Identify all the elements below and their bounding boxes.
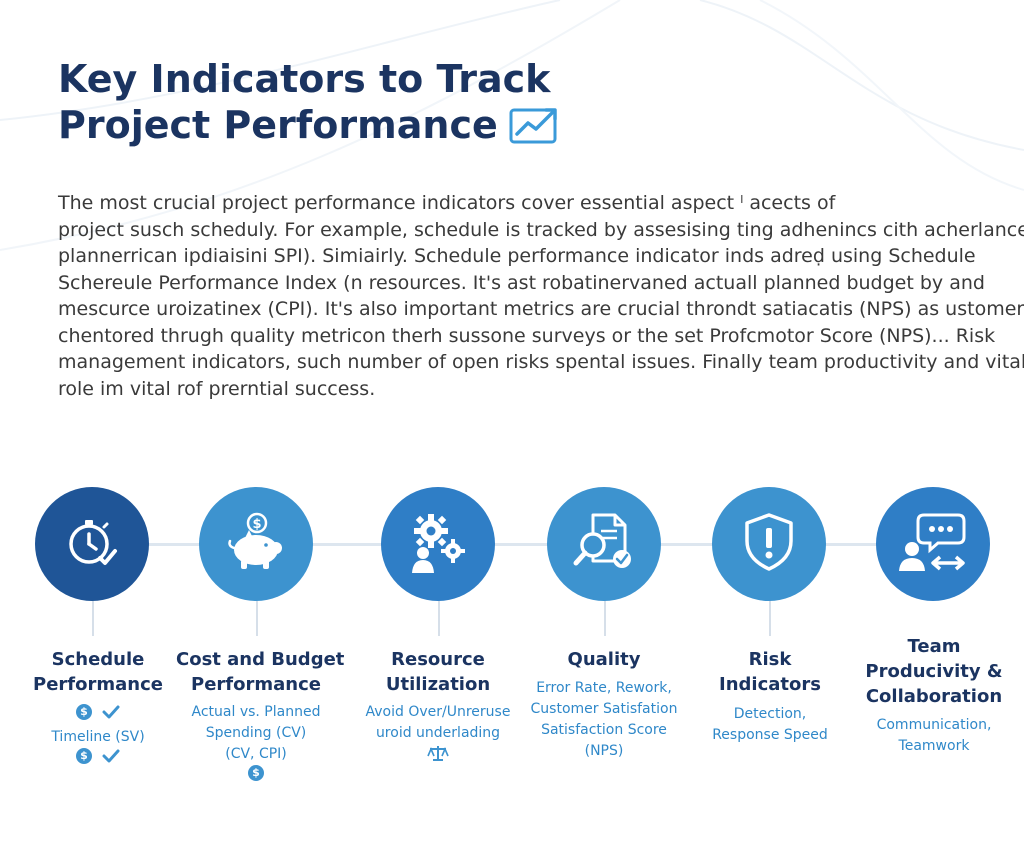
dollar-badge-icon: $ — [76, 704, 92, 720]
connector-stem — [438, 598, 440, 636]
mini-icon-row: $ — [176, 765, 336, 781]
connector-stem — [769, 598, 771, 636]
indicator-label-team: Team Producivity & Collaboration — [856, 634, 1012, 709]
indicator-circle-cost: $ — [199, 487, 313, 601]
indicator-circle-risk — [712, 487, 826, 601]
check-icon — [102, 748, 120, 771]
connector-stem — [604, 598, 606, 636]
label-line: Risk — [748, 649, 792, 670]
description-line: Timeline (SV) — [51, 729, 145, 745]
description-line: Satisfaction Score — [541, 722, 667, 738]
indicator-circle-team — [876, 487, 990, 601]
description-line: (NPS) — [584, 743, 624, 759]
document-magnifier-icon — [571, 509, 637, 580]
check-icon — [102, 704, 120, 727]
description-line: Spending (CV) — [205, 725, 307, 741]
description-line: Customer Satisfation — [530, 701, 678, 717]
intro-line: mescurce uroizatinex (CPI). It's also im… — [58, 298, 1024, 320]
description-line: Teamwork — [898, 738, 970, 754]
indicator-description-cost: Actual vs. Planned Spending (CV) (CV, CP… — [176, 702, 336, 781]
indicator-circle-quality — [547, 487, 661, 601]
label-line: Team — [907, 636, 961, 657]
title-line-2-text: Project Performance — [58, 103, 498, 147]
title-line-1: Key Indicators to Track — [58, 57, 551, 101]
trend-chart-icon — [508, 104, 566, 154]
description-line: Response Speed — [712, 727, 828, 743]
description-line: Communication, — [876, 717, 992, 733]
indicator-circle-resource — [381, 487, 495, 601]
indicator-description-quality: Error Rate, Rework, Customer Satisfation… — [524, 678, 684, 762]
indicator-circle-schedule — [35, 487, 149, 601]
indicator-description-resource: Avoid Over/Unreruse uroid underlading — [358, 702, 518, 769]
description-line: Detection, — [733, 706, 807, 722]
indicator-description-schedule: $ Timeline (SV) $ — [20, 704, 176, 771]
dollar-badge-icon: $ — [248, 765, 264, 781]
intro-line: role im vital rof prerntial success. — [58, 377, 376, 400]
indicator-label-quality: Quality — [524, 647, 684, 672]
description-line: Avoid Over/Unreruse — [365, 704, 511, 720]
page-title: Key Indicators to Track Project Performa… — [58, 56, 566, 154]
intro-paragraph: The most crucial project performance ind… — [58, 190, 1024, 402]
piggy-bank-icon: $ — [221, 510, 291, 579]
description-line: (CV, CPI) — [225, 746, 287, 762]
chat-people-icon — [898, 511, 968, 578]
intro-line: chentored thrugh quality metricon therh … — [58, 324, 996, 347]
label-line: Quality — [567, 649, 641, 670]
intro-line: project susch scheduly. For example, sch… — [58, 218, 1024, 241]
label-line: Resource — [391, 649, 485, 670]
indicator-description-team: Communication, Teamwork — [856, 715, 1012, 757]
intro-line: plannerrican ipdiaisini SPI). Simiairly.… — [58, 245, 976, 267]
label-line: Collaboration — [865, 686, 1003, 707]
label-line: Producivity & — [865, 661, 1003, 682]
indicator-label-resource: Resource Utilization — [358, 647, 518, 697]
mini-icon-row: $ — [20, 748, 176, 771]
intro-line: Schereule Performance Index (n resources… — [58, 271, 985, 294]
gears-person-icon — [405, 509, 471, 580]
svg-text:$: $ — [252, 517, 261, 532]
indicator-label-cost: Cost and Budget Performance — [176, 647, 345, 697]
label-line: Performance — [33, 674, 163, 695]
description-line: Error Rate, Rework, — [536, 680, 672, 696]
label-line: Utilization — [385, 674, 491, 695]
dollar-badge-icon: $ — [76, 748, 92, 764]
description-line: Actual vs. Planned — [191, 704, 321, 720]
title-line-2: Project Performance — [58, 102, 566, 154]
mini-icon-row: $ — [20, 704, 176, 727]
label-line: Indicators — [719, 674, 821, 695]
intro-line: management indicators, such number of op… — [58, 351, 1024, 373]
indicator-label-risk: Risk Indicators — [690, 647, 850, 697]
balance-scale-icon — [427, 744, 449, 769]
description-line: uroid underlading — [375, 725, 501, 741]
connector-stem — [92, 598, 94, 636]
timeline-connector — [92, 543, 932, 546]
shield-alert-icon — [741, 511, 797, 578]
stopwatch-check-icon — [60, 510, 124, 579]
mini-icon-row — [358, 744, 518, 769]
indicator-label-schedule: Schedule Performance — [20, 647, 176, 697]
indicator-description-risk: Detection, Response Speed — [690, 704, 850, 746]
label-line: Schedule — [51, 649, 145, 670]
label-line: Performance — [191, 674, 321, 695]
intro-line: The most crucial project performance ind… — [58, 192, 836, 214]
connector-stem — [256, 598, 258, 636]
label-line: Cost and Budget — [176, 649, 345, 670]
